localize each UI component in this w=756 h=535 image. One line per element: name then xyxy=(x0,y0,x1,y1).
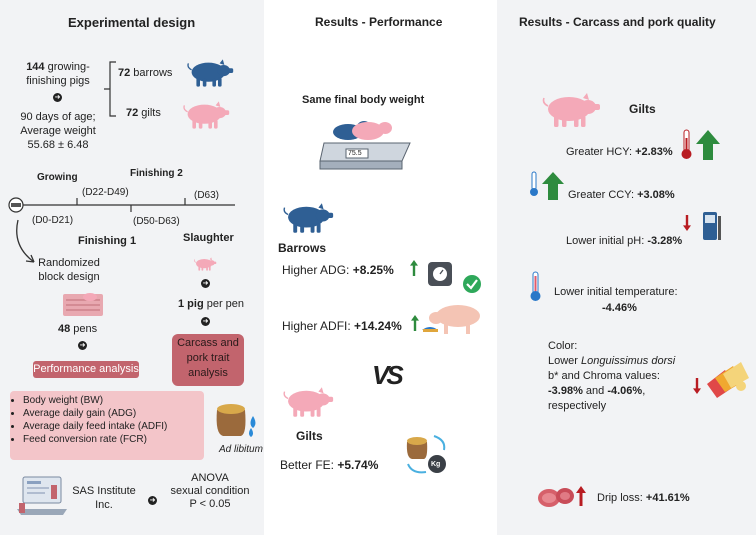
down-arrow-icon: ➜ xyxy=(201,317,210,326)
timeline-axis xyxy=(8,197,235,213)
down-arrow-icon: ➜ xyxy=(78,341,87,350)
hcy-value: +2.83% xyxy=(635,146,673,158)
anova-block: ANOVA sexual condition P < 0.05 xyxy=(170,472,250,510)
thermometer-up-icon xyxy=(530,171,564,200)
sas-institute: SAS Institute Inc. xyxy=(72,485,136,511)
pens-icon xyxy=(63,293,103,316)
down-arrow-icon: ➜ xyxy=(201,279,210,288)
quality-panel: Results - Carcass and pork quality Gilts… xyxy=(497,0,756,535)
ccy-result: Greater CCY: +3.08% xyxy=(568,189,675,201)
single-pig-icon xyxy=(193,257,217,271)
gilt-pig-icon xyxy=(541,92,601,128)
drip-loss-result: Drip loss: +41.61% xyxy=(597,492,690,504)
quality-gilts-heading: Gilts xyxy=(629,102,656,116)
down-arrow-icon xyxy=(683,215,691,231)
color-value-chroma: -4.06% xyxy=(607,385,643,397)
thermometer-up-icon xyxy=(681,129,720,160)
timeline-d63: (D63) xyxy=(194,190,220,201)
performance-panel: Results - Performance Same final body we… xyxy=(268,0,493,535)
measure-item: Body weight (BW) xyxy=(23,394,204,407)
measures-box: Body weight (BW) Average daily gain (ADG… xyxy=(10,391,204,460)
timeline-finishing2: Finishing 2 xyxy=(130,168,183,179)
gilts-heading: Gilts xyxy=(296,429,323,443)
experimental-design-panel: Experimental design 144 growing- finishi… xyxy=(0,0,264,535)
hcy-result: Greater HCY: +2.83% xyxy=(566,146,673,158)
pens-label: 48 pens xyxy=(58,323,98,335)
curved-arrow-icon xyxy=(16,219,35,263)
down-arrow-icon: ➜ xyxy=(53,93,62,102)
color-result: Color: Lower Longuissimus dorsi b* and C… xyxy=(548,340,676,412)
timeline-d22: (D22-D49) xyxy=(82,187,129,198)
adfi-value: +14.24% xyxy=(354,319,402,333)
color-value-b: -3.98% xyxy=(548,385,583,397)
versus-label: VS xyxy=(372,360,404,390)
eating-pig-icon xyxy=(422,305,480,334)
measure-item: Feed conversion rate (FCR) xyxy=(23,433,204,446)
quality-title: Results - Carcass and pork quality xyxy=(519,15,716,29)
weight-value: 55.68 ± 6.48 xyxy=(27,139,89,151)
measure-item: Average daily feed intake (ADFI) xyxy=(23,420,204,433)
performance-analysis-box: Performance analysis xyxy=(33,361,139,378)
timeline-finishing1: Finishing 1 xyxy=(78,235,137,247)
kg-label: Kg xyxy=(431,461,441,468)
scale-with-pigs-icon xyxy=(319,121,411,170)
age-weight: 90 days of age; Average weight 55.68 ± 6… xyxy=(20,111,96,151)
muscle-name: Longuissimus dorsi xyxy=(581,355,676,367)
scale-readout: 75.5 xyxy=(348,150,362,157)
ph-meter-icon xyxy=(703,212,721,240)
temp-value: -4.46% xyxy=(602,302,637,314)
barrows-heading: Barrows xyxy=(278,241,327,255)
barrows-label: 72 barrows xyxy=(118,67,173,79)
p-value: P < 0.05 xyxy=(189,498,231,510)
fe-result: Better FE: +5.74% xyxy=(280,458,379,472)
ccy-value: +3.08% xyxy=(637,189,675,201)
pig-per-pen: 1 pig per pen xyxy=(178,298,245,310)
meat-cut-icon xyxy=(538,488,574,507)
thermometer-icon xyxy=(530,271,541,301)
ph-result: Lower initial pH: -3.28% xyxy=(566,235,683,247)
timeline-d0: (D0-D21) xyxy=(32,215,74,226)
barrow-pig-icon xyxy=(282,202,334,234)
adg-value: +8.25% xyxy=(352,263,394,277)
weighing-check-icon xyxy=(428,262,481,293)
randomized-design: Randomized block design xyxy=(38,257,100,283)
right-arrow-icon: ➜ xyxy=(148,496,157,505)
up-arrow-icon xyxy=(576,485,586,507)
feed-conversion-icon xyxy=(406,435,446,474)
timeline-slaughter: Slaughter xyxy=(183,232,234,244)
timeline-growing: Growing xyxy=(37,172,78,183)
fe-value: +5.74% xyxy=(337,458,379,472)
pigs-description: 144 growing- finishing pigs xyxy=(26,61,90,87)
color-swatches-icon xyxy=(707,362,749,398)
computer-icon xyxy=(17,476,67,515)
temp-result-label: Lower initial temperature: xyxy=(554,286,678,298)
design-title: Experimental design xyxy=(68,15,196,30)
performance-title: Results - Performance xyxy=(315,15,443,29)
feed-bag-water-icon xyxy=(216,404,256,437)
carcass-analysis-box: Carcass and pork trait analysis xyxy=(172,334,244,386)
gilts-label: 72 gilts xyxy=(126,107,161,119)
split-bracket xyxy=(104,61,116,117)
up-arrow-icon xyxy=(411,315,419,331)
timeline-d50: (D50-D63) xyxy=(133,216,180,227)
pigs-count: 144 xyxy=(26,61,45,73)
measure-item: Average daily gain (ADG) xyxy=(23,407,204,420)
gilt-pig-icon xyxy=(182,100,230,130)
gilt-pig-icon xyxy=(282,386,334,418)
adfi-result: Higher ADFI: +14.24% xyxy=(282,319,402,333)
measures-list: Body weight (BW) Average daily gain (ADG… xyxy=(10,394,204,446)
adg-result: Higher ADG: +8.25% xyxy=(282,263,394,277)
up-arrow-icon xyxy=(410,260,418,276)
ad-libitum: Ad libitum xyxy=(219,444,263,455)
ph-value: -3.28% xyxy=(647,235,683,247)
same-weight: Same final body weight xyxy=(302,94,425,106)
down-arrow-icon xyxy=(693,378,701,394)
drip-value: +41.61% xyxy=(645,492,690,504)
barrow-pig-icon xyxy=(186,58,234,88)
